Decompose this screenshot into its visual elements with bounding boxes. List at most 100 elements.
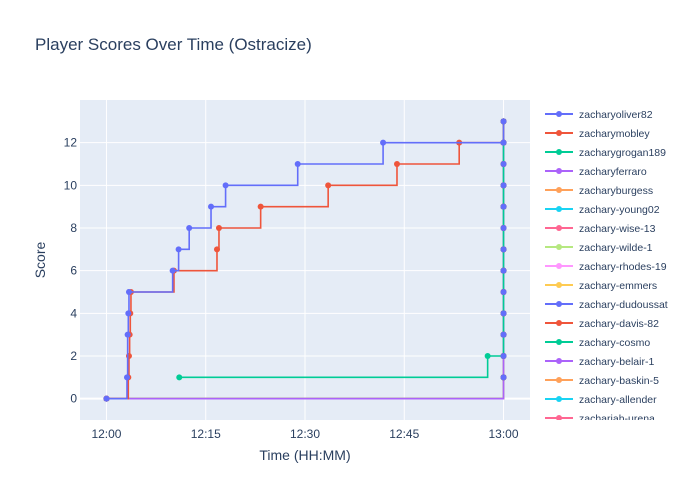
y-axis-ticks: 0 2 4 6 8 10 12 xyxy=(64,136,78,406)
legend-swatch-marker xyxy=(556,320,562,326)
legend-swatch-marker xyxy=(556,130,562,136)
x-tick-label: 12:30 xyxy=(290,427,320,441)
legend-item[interactable]: zachary-allender xyxy=(545,394,657,406)
legend-swatch-marker xyxy=(556,377,562,383)
data-point xyxy=(500,139,507,146)
legend-item[interactable]: zachary-dudoussat xyxy=(545,299,668,311)
data-point xyxy=(500,225,507,231)
legend-item[interactable]: zachary-cosmo xyxy=(545,337,650,349)
legend-swatch-marker xyxy=(556,396,562,402)
legend-swatch-marker xyxy=(556,168,562,174)
legend-item[interactable]: zachariah-urena xyxy=(545,413,655,425)
legend-label: zachariah-urena xyxy=(579,413,655,425)
data-point xyxy=(325,182,332,189)
legend-label: zachary-belair-1 xyxy=(579,356,654,368)
data-point xyxy=(500,246,507,253)
y-tick-label: 12 xyxy=(64,136,78,150)
data-point xyxy=(500,161,507,167)
data-point xyxy=(380,139,387,146)
y-tick-label: 4 xyxy=(70,306,77,320)
legend-label: zacharyferraro xyxy=(579,166,647,178)
legend-item[interactable]: zachary-wise-13 xyxy=(545,223,656,235)
data-point xyxy=(125,289,132,295)
legend-swatch-marker xyxy=(556,111,562,117)
x-tick-label: 12:15 xyxy=(191,427,221,441)
legend-label: zachary-young02 xyxy=(579,204,660,216)
legend-label: zachary-allender xyxy=(579,394,657,406)
legend-swatch-marker xyxy=(556,263,562,269)
data-point xyxy=(257,203,264,210)
data-point xyxy=(500,182,507,189)
legend-label: zachary-davis-82 xyxy=(579,318,659,330)
legend-item[interactable]: zachary-belair-1 xyxy=(545,356,654,368)
data-point xyxy=(125,310,132,317)
legend-label: zachary-wilde-1 xyxy=(579,242,653,254)
data-point xyxy=(500,353,507,359)
series-zacharyoliver82 xyxy=(103,118,507,402)
x-tick-label: 13:00 xyxy=(489,427,519,441)
y-axis-title: Score xyxy=(32,242,48,279)
legend-item[interactable]: zacharyoliver82 xyxy=(545,109,653,121)
y-tick-label: 10 xyxy=(64,178,78,192)
legend-label: zachary-dudoussat xyxy=(579,299,668,311)
data-point xyxy=(222,182,229,189)
x-tick-label: 12:00 xyxy=(91,427,121,441)
data-point xyxy=(500,331,507,338)
legend-swatch-marker xyxy=(556,358,562,364)
legend-label: zachary-rhodes-19 xyxy=(579,261,667,273)
data-point xyxy=(294,161,301,167)
legend-swatch-marker xyxy=(556,187,562,193)
data-point xyxy=(208,203,215,210)
legend-item[interactable]: zachary-rhodes-19 xyxy=(545,261,667,273)
data-point xyxy=(169,267,176,274)
data-point xyxy=(124,331,131,338)
x-axis-ticks: 12:00 12:15 12:30 12:45 13:00 xyxy=(91,427,518,441)
legend-item[interactable]: zacharygrogan189 xyxy=(545,147,666,159)
data-point xyxy=(500,310,507,317)
legend-item[interactable]: zachary-davis-82 xyxy=(545,318,659,330)
legend-swatch-marker xyxy=(556,225,562,231)
legend-swatch-marker xyxy=(556,206,562,212)
legend-label: zachary-cosmo xyxy=(579,337,650,349)
data-point xyxy=(500,289,507,295)
y-tick-label: 0 xyxy=(70,392,77,406)
legend-item[interactable]: zacharymobley xyxy=(545,128,650,140)
x-axis-title: Time (HH:MM) xyxy=(259,447,350,463)
legend-item[interactable]: zachary-emmers xyxy=(545,280,657,292)
y-tick-label: 2 xyxy=(70,349,77,363)
data-point xyxy=(186,225,193,231)
legend-item[interactable]: zachary-wilde-1 xyxy=(545,242,653,254)
y-tick-label: 6 xyxy=(70,264,77,278)
legend-swatch-marker xyxy=(556,415,562,420)
data-point xyxy=(500,374,507,381)
legend-item[interactable]: zacharyburgess xyxy=(545,185,653,197)
legend-label: zacharygrogan189 xyxy=(579,147,666,159)
legend[interactable]: zacharyoliver82 zacharymobley zacharygroga… xyxy=(545,109,668,425)
x-tick-label: 12:45 xyxy=(389,427,419,441)
data-point xyxy=(215,225,222,231)
legend-item[interactable]: zacharyferraro xyxy=(545,166,647,178)
legend-label: zachary-emmers xyxy=(579,280,657,292)
legend-label: zachary-wise-13 xyxy=(579,223,656,235)
data-point xyxy=(176,374,183,381)
data-point xyxy=(500,267,507,274)
data-point xyxy=(103,395,110,402)
legend-swatch-marker xyxy=(556,282,562,288)
legend-swatch-marker xyxy=(556,301,562,307)
legend-label: zachary-baskin-5 xyxy=(579,375,659,387)
legend-item[interactable]: zachary-young02 xyxy=(545,204,660,216)
y-tick-label: 8 xyxy=(70,221,77,235)
legend-item[interactable]: zachary-baskin-5 xyxy=(545,375,659,387)
data-point xyxy=(500,203,507,210)
legend-label: zacharymobley xyxy=(579,128,650,140)
series-lines xyxy=(103,118,507,402)
legend-swatch-marker xyxy=(556,244,562,250)
legend-label: zacharyoliver82 xyxy=(579,109,653,121)
legend-label: zacharyburgess xyxy=(579,185,653,197)
data-point xyxy=(484,353,491,359)
chart-title: Player Scores Over Time (Ostracize) xyxy=(35,35,312,54)
data-point xyxy=(123,374,130,381)
data-point xyxy=(500,118,507,125)
data-point xyxy=(393,161,400,167)
